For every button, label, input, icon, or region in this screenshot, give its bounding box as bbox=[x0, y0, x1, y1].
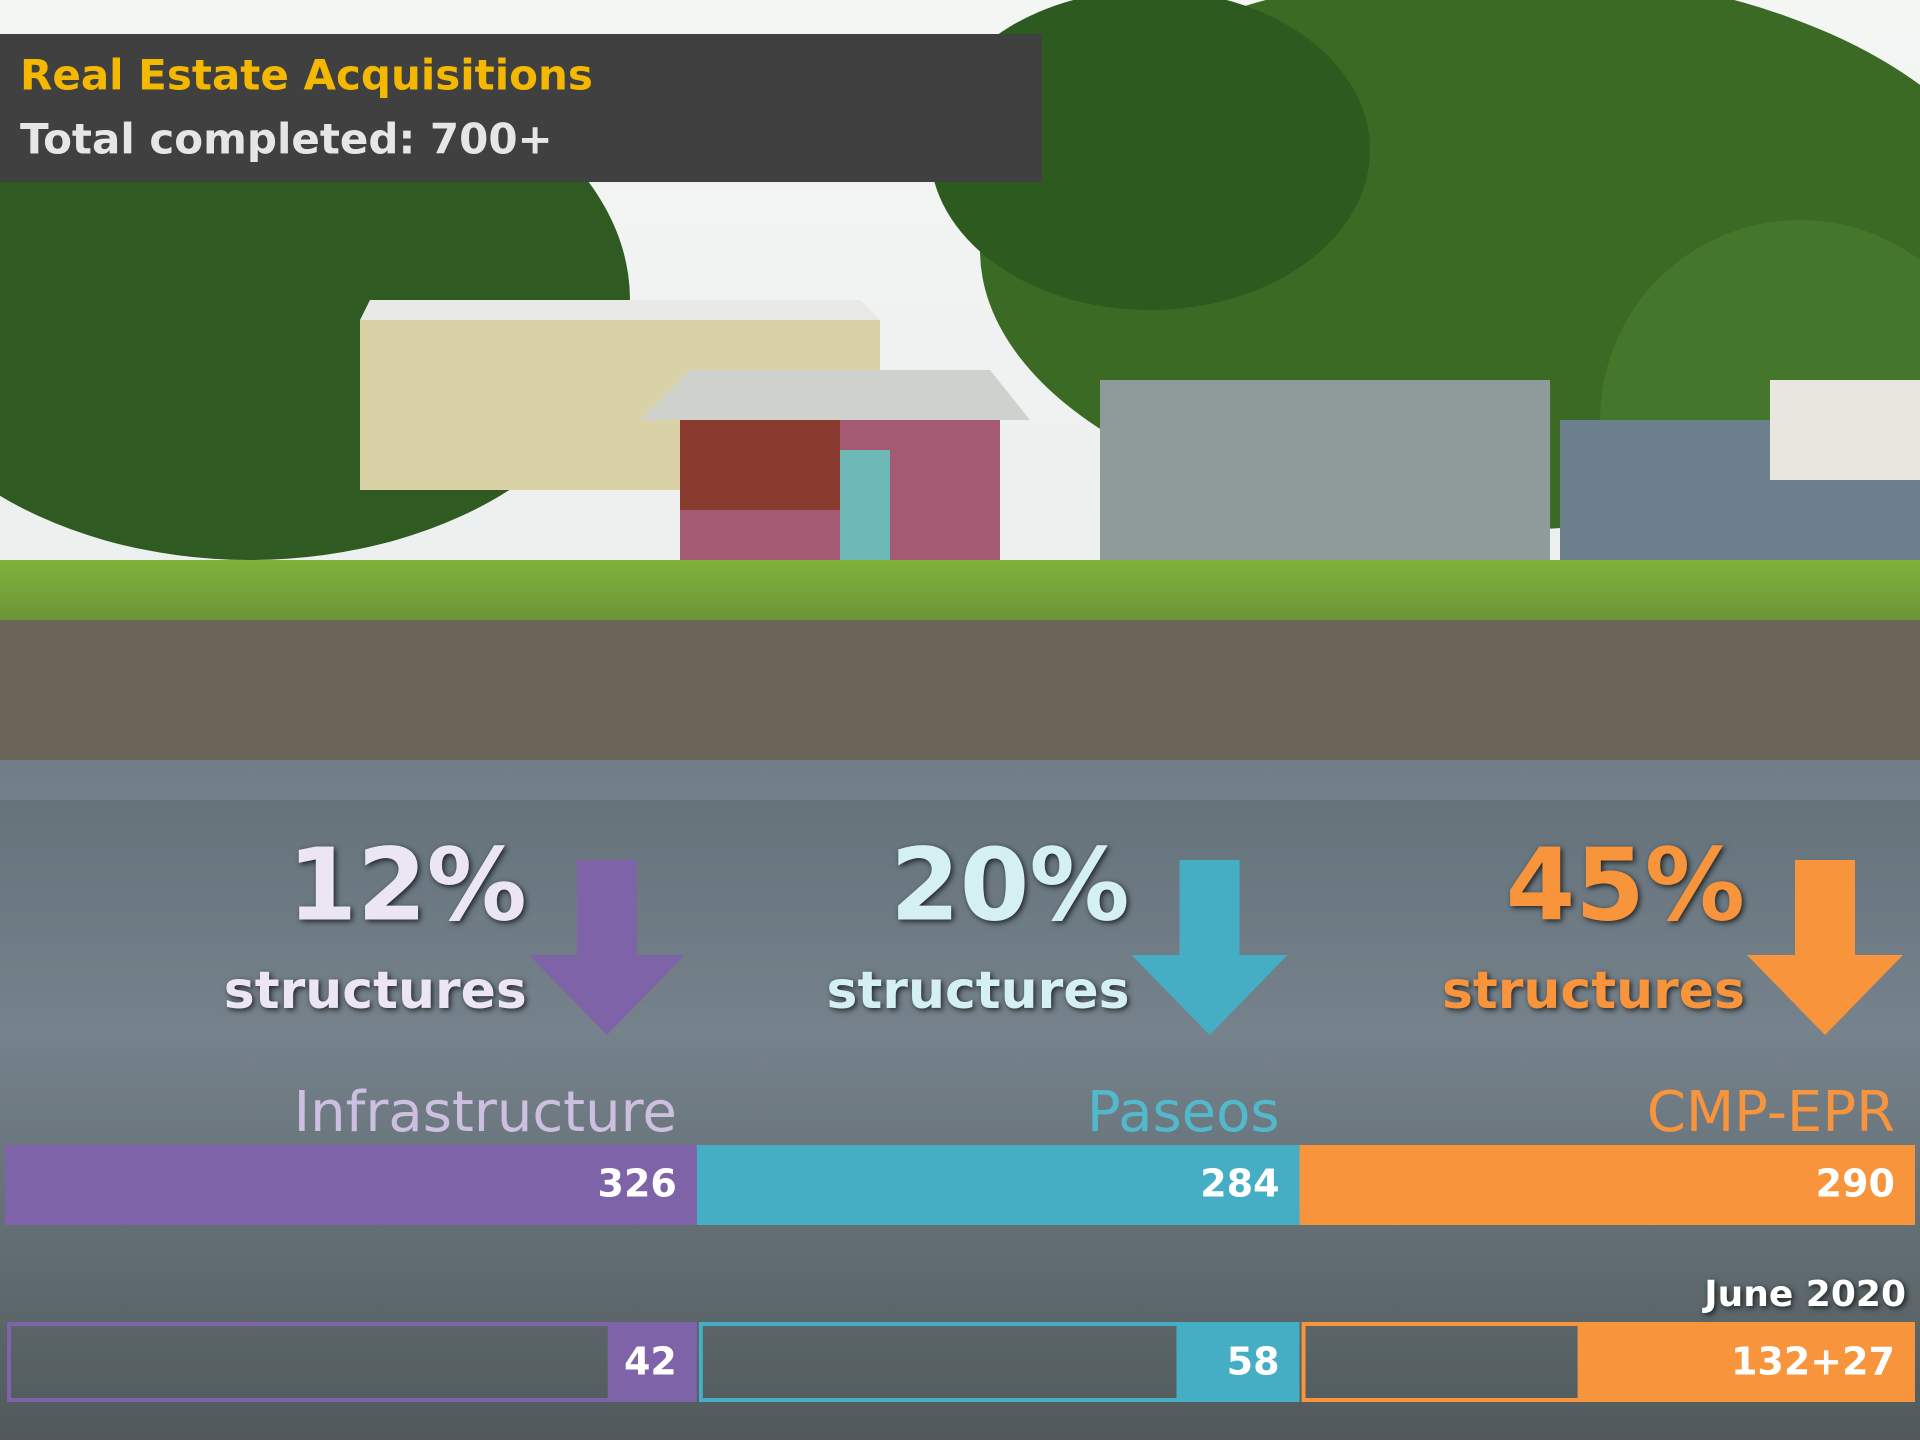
share-unit: structures bbox=[1442, 961, 1745, 1021]
completed-label: 58 bbox=[1227, 1340, 1280, 1384]
total-label: 290 bbox=[1816, 1162, 1895, 1206]
category-label: Paseos bbox=[1087, 1080, 1280, 1145]
category-label: CMP-EPR bbox=[1647, 1080, 1895, 1145]
share-label: 45% bbox=[1506, 826, 1745, 943]
slide: Real Estate Acquisitions Total completed… bbox=[0, 0, 1920, 1440]
category-label: Infrastructure bbox=[294, 1080, 677, 1145]
share-unit: structures bbox=[827, 961, 1130, 1021]
date-label: June 2020 bbox=[1701, 1274, 1906, 1315]
page: Real Estate Acquisitions Total completed… bbox=[0, 0, 1920, 1440]
share-label: 20% bbox=[890, 826, 1129, 943]
share-label: 12% bbox=[287, 826, 526, 943]
completed-label: 42 bbox=[624, 1340, 677, 1384]
share-unit: structures bbox=[224, 961, 527, 1021]
total-label: 284 bbox=[1200, 1162, 1279, 1206]
subtitle: Total completed: 700+ bbox=[20, 115, 553, 164]
completed-label: 132+27 bbox=[1731, 1340, 1895, 1384]
total-label: 326 bbox=[598, 1162, 677, 1206]
total-bar bbox=[5, 1145, 697, 1225]
title: Real Estate Acquisitions bbox=[20, 51, 593, 100]
